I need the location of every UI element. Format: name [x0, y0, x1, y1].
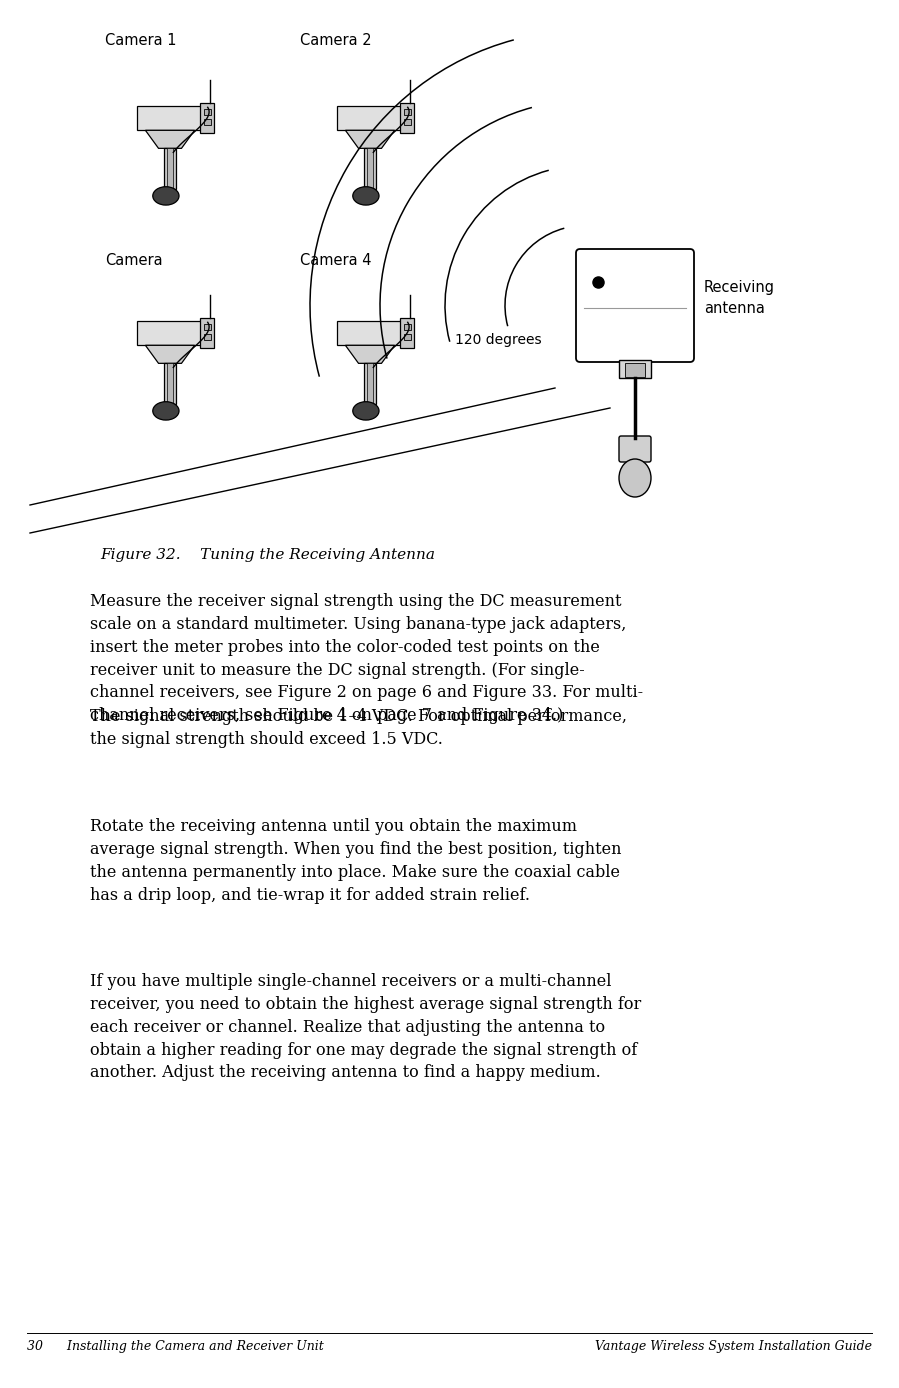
- Text: Measure the receiver signal strength using the DC measurement
scale on a standar: Measure the receiver signal strength usi…: [90, 593, 643, 725]
- Bar: [167, 149, 173, 189]
- Bar: [405, 110, 411, 115]
- Ellipse shape: [153, 187, 179, 205]
- Bar: [165, 364, 175, 404]
- Text: Vantage Wireless System Installation Guide: Vantage Wireless System Installation Gui…: [595, 1339, 872, 1353]
- Ellipse shape: [352, 187, 379, 205]
- Bar: [200, 103, 214, 133]
- FancyBboxPatch shape: [337, 321, 403, 346]
- Polygon shape: [146, 130, 194, 149]
- Text: Camera 4: Camera 4: [300, 253, 371, 268]
- Text: Figure 32.    Tuning the Receiving Antenna: Figure 32. Tuning the Receiving Antenna: [100, 548, 435, 562]
- Bar: [367, 149, 373, 189]
- Text: 120 degrees: 120 degrees: [455, 333, 541, 347]
- Text: 30      Installing the Camera and Receiver Unit: 30 Installing the Camera and Receiver Un…: [27, 1339, 324, 1353]
- Ellipse shape: [352, 401, 379, 421]
- Ellipse shape: [619, 459, 651, 497]
- FancyBboxPatch shape: [619, 436, 651, 462]
- Bar: [200, 318, 214, 348]
- Bar: [204, 119, 211, 125]
- Bar: [405, 335, 411, 340]
- Text: The signal strength should be 1–4 VDC. For optimal performance,
the signal stren: The signal strength should be 1–4 VDC. F…: [90, 708, 627, 748]
- Bar: [619, 359, 651, 378]
- Bar: [399, 103, 414, 133]
- Bar: [204, 323, 211, 330]
- Bar: [405, 323, 411, 330]
- Bar: [167, 364, 173, 404]
- Bar: [204, 110, 211, 115]
- FancyBboxPatch shape: [138, 321, 203, 346]
- Polygon shape: [345, 346, 395, 364]
- Bar: [165, 149, 175, 189]
- Text: Camera: Camera: [105, 253, 163, 268]
- Bar: [367, 364, 373, 404]
- Bar: [399, 318, 414, 348]
- Ellipse shape: [153, 401, 179, 421]
- Text: Camera 2: Camera 2: [300, 33, 371, 49]
- Bar: [625, 364, 645, 378]
- FancyBboxPatch shape: [337, 105, 403, 130]
- Polygon shape: [345, 130, 395, 149]
- Text: Receiving
antenna: Receiving antenna: [704, 279, 775, 315]
- FancyBboxPatch shape: [138, 105, 203, 130]
- FancyBboxPatch shape: [576, 248, 694, 362]
- Text: Rotate the receiving antenna until you obtain the maximum
average signal strengt: Rotate the receiving antenna until you o…: [90, 818, 621, 904]
- Polygon shape: [146, 346, 194, 364]
- Bar: [204, 335, 211, 340]
- Text: If you have multiple single-channel receivers or a multi-channel
receiver, you n: If you have multiple single-channel rece…: [90, 973, 641, 1081]
- Bar: [405, 119, 411, 125]
- Bar: [364, 149, 376, 189]
- Bar: [364, 364, 376, 404]
- Text: Camera 1: Camera 1: [105, 33, 176, 49]
